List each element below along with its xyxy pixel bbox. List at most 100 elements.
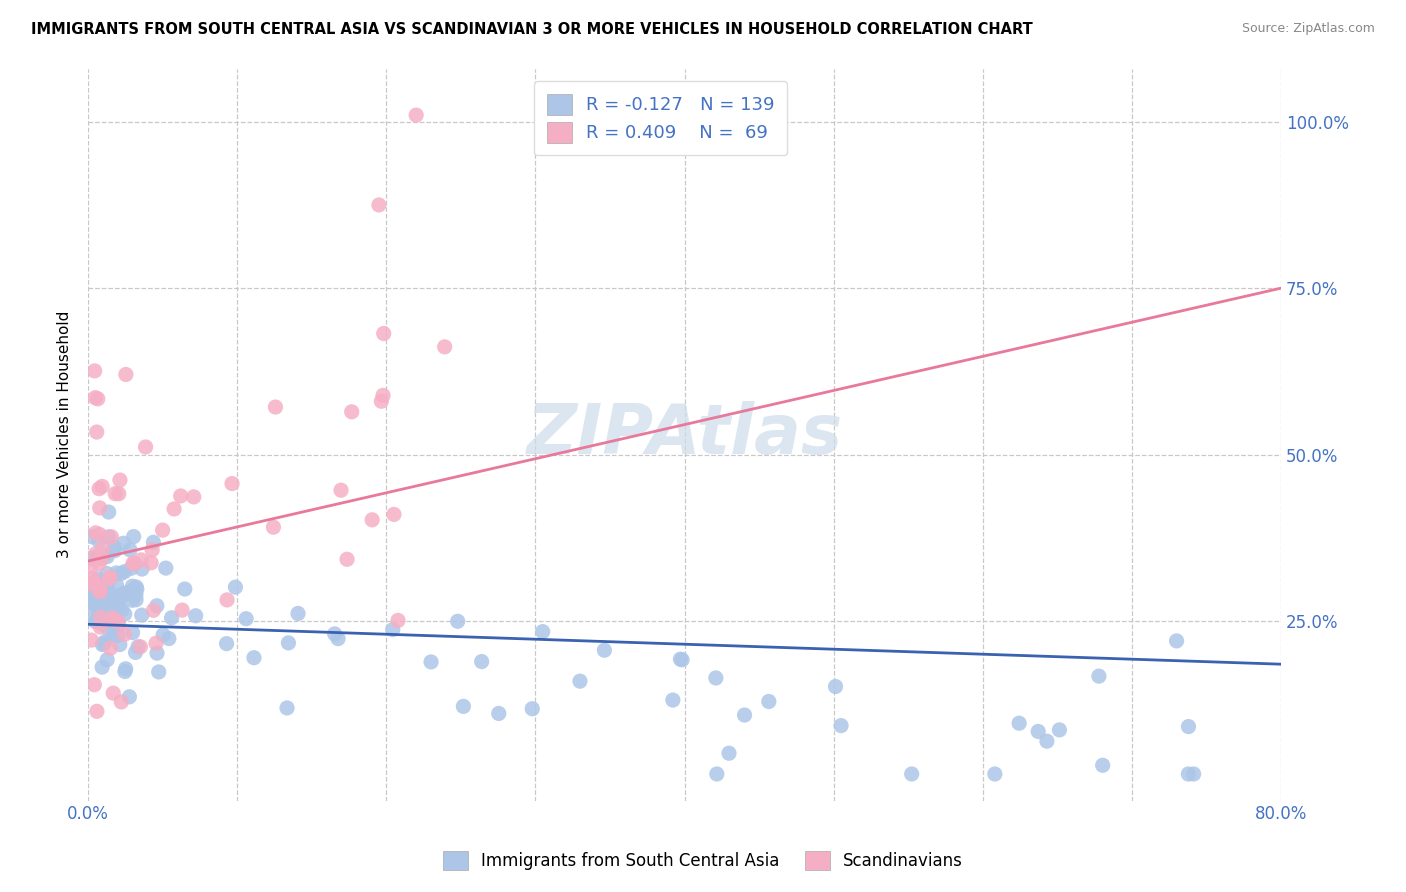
Point bbox=[89, 557, 111, 571]
Point bbox=[264, 400, 287, 414]
Point bbox=[129, 553, 152, 567]
Point bbox=[131, 608, 153, 623]
Point bbox=[87, 579, 110, 593]
Point bbox=[103, 599, 125, 613]
Point bbox=[184, 608, 207, 623]
Point bbox=[108, 638, 131, 652]
Point bbox=[83, 364, 105, 378]
Point bbox=[405, 108, 427, 122]
Point bbox=[135, 440, 157, 454]
Point bbox=[91, 541, 114, 556]
Point bbox=[80, 559, 103, 574]
Point bbox=[118, 542, 141, 557]
Point bbox=[127, 640, 149, 654]
Point bbox=[531, 624, 554, 639]
Point bbox=[94, 608, 117, 623]
Point bbox=[1036, 734, 1059, 748]
Point bbox=[83, 586, 105, 600]
Point bbox=[101, 611, 124, 625]
Point bbox=[522, 702, 544, 716]
Point bbox=[121, 593, 143, 607]
Point bbox=[91, 660, 114, 674]
Point bbox=[148, 665, 170, 679]
Point bbox=[373, 326, 395, 341]
Point bbox=[89, 584, 111, 599]
Point bbox=[100, 530, 122, 544]
Point bbox=[758, 694, 780, 708]
Point bbox=[262, 520, 284, 534]
Point bbox=[155, 561, 177, 575]
Point bbox=[84, 575, 107, 590]
Point bbox=[98, 573, 121, 587]
Point bbox=[129, 640, 152, 654]
Point bbox=[82, 593, 104, 607]
Point bbox=[104, 486, 127, 500]
Point bbox=[84, 525, 107, 540]
Point bbox=[79, 576, 101, 591]
Point bbox=[91, 479, 114, 493]
Text: ZIPAtlas: ZIPAtlas bbox=[526, 401, 842, 468]
Point bbox=[90, 610, 112, 624]
Point bbox=[183, 490, 205, 504]
Point bbox=[381, 623, 404, 637]
Point bbox=[593, 643, 616, 657]
Point bbox=[122, 557, 145, 571]
Point bbox=[152, 628, 174, 642]
Point bbox=[107, 628, 129, 642]
Point bbox=[84, 547, 107, 561]
Point bbox=[120, 586, 142, 600]
Point bbox=[824, 680, 846, 694]
Point bbox=[104, 601, 127, 615]
Point bbox=[370, 394, 392, 409]
Point bbox=[125, 582, 148, 597]
Point bbox=[1177, 767, 1199, 781]
Point bbox=[235, 612, 257, 626]
Point bbox=[287, 607, 309, 621]
Point bbox=[79, 551, 101, 566]
Point bbox=[86, 425, 108, 439]
Point bbox=[453, 699, 475, 714]
Point bbox=[97, 598, 120, 612]
Point bbox=[80, 589, 103, 603]
Point bbox=[110, 695, 132, 709]
Text: IMMIGRANTS FROM SOUTH CENTRAL ASIA VS SCANDINAVIAN 3 OR MORE VEHICLES IN HOUSEHO: IMMIGRANTS FROM SOUTH CENTRAL ASIA VS SC… bbox=[31, 22, 1032, 37]
Point bbox=[89, 500, 111, 515]
Point bbox=[172, 603, 194, 617]
Point bbox=[107, 598, 129, 612]
Point bbox=[83, 591, 105, 606]
Point bbox=[323, 627, 346, 641]
Point bbox=[101, 612, 124, 626]
Point bbox=[114, 662, 136, 676]
Point bbox=[1182, 767, 1205, 781]
Point bbox=[157, 632, 180, 646]
Legend: R = -0.127   N = 139, R = 0.409    N =  69: R = -0.127 N = 139, R = 0.409 N = 69 bbox=[534, 81, 787, 155]
Point bbox=[97, 575, 120, 590]
Point bbox=[900, 767, 922, 781]
Point bbox=[97, 622, 120, 636]
Point bbox=[108, 487, 131, 501]
Point bbox=[96, 566, 118, 581]
Point bbox=[87, 392, 110, 406]
Point bbox=[170, 489, 193, 503]
Point bbox=[90, 609, 112, 624]
Point bbox=[89, 584, 111, 599]
Point bbox=[90, 584, 112, 599]
Point bbox=[830, 718, 852, 732]
Point bbox=[93, 637, 115, 651]
Point bbox=[84, 599, 107, 614]
Point bbox=[1026, 724, 1049, 739]
Point bbox=[371, 388, 394, 402]
Point bbox=[96, 593, 118, 607]
Point bbox=[704, 671, 727, 685]
Point bbox=[107, 619, 129, 633]
Point bbox=[447, 615, 470, 629]
Point bbox=[79, 607, 101, 622]
Point bbox=[93, 581, 115, 595]
Point bbox=[1177, 720, 1199, 734]
Point bbox=[91, 617, 114, 632]
Point bbox=[90, 551, 112, 566]
Point bbox=[105, 566, 128, 580]
Point bbox=[361, 513, 384, 527]
Point bbox=[163, 502, 186, 516]
Point bbox=[83, 678, 105, 692]
